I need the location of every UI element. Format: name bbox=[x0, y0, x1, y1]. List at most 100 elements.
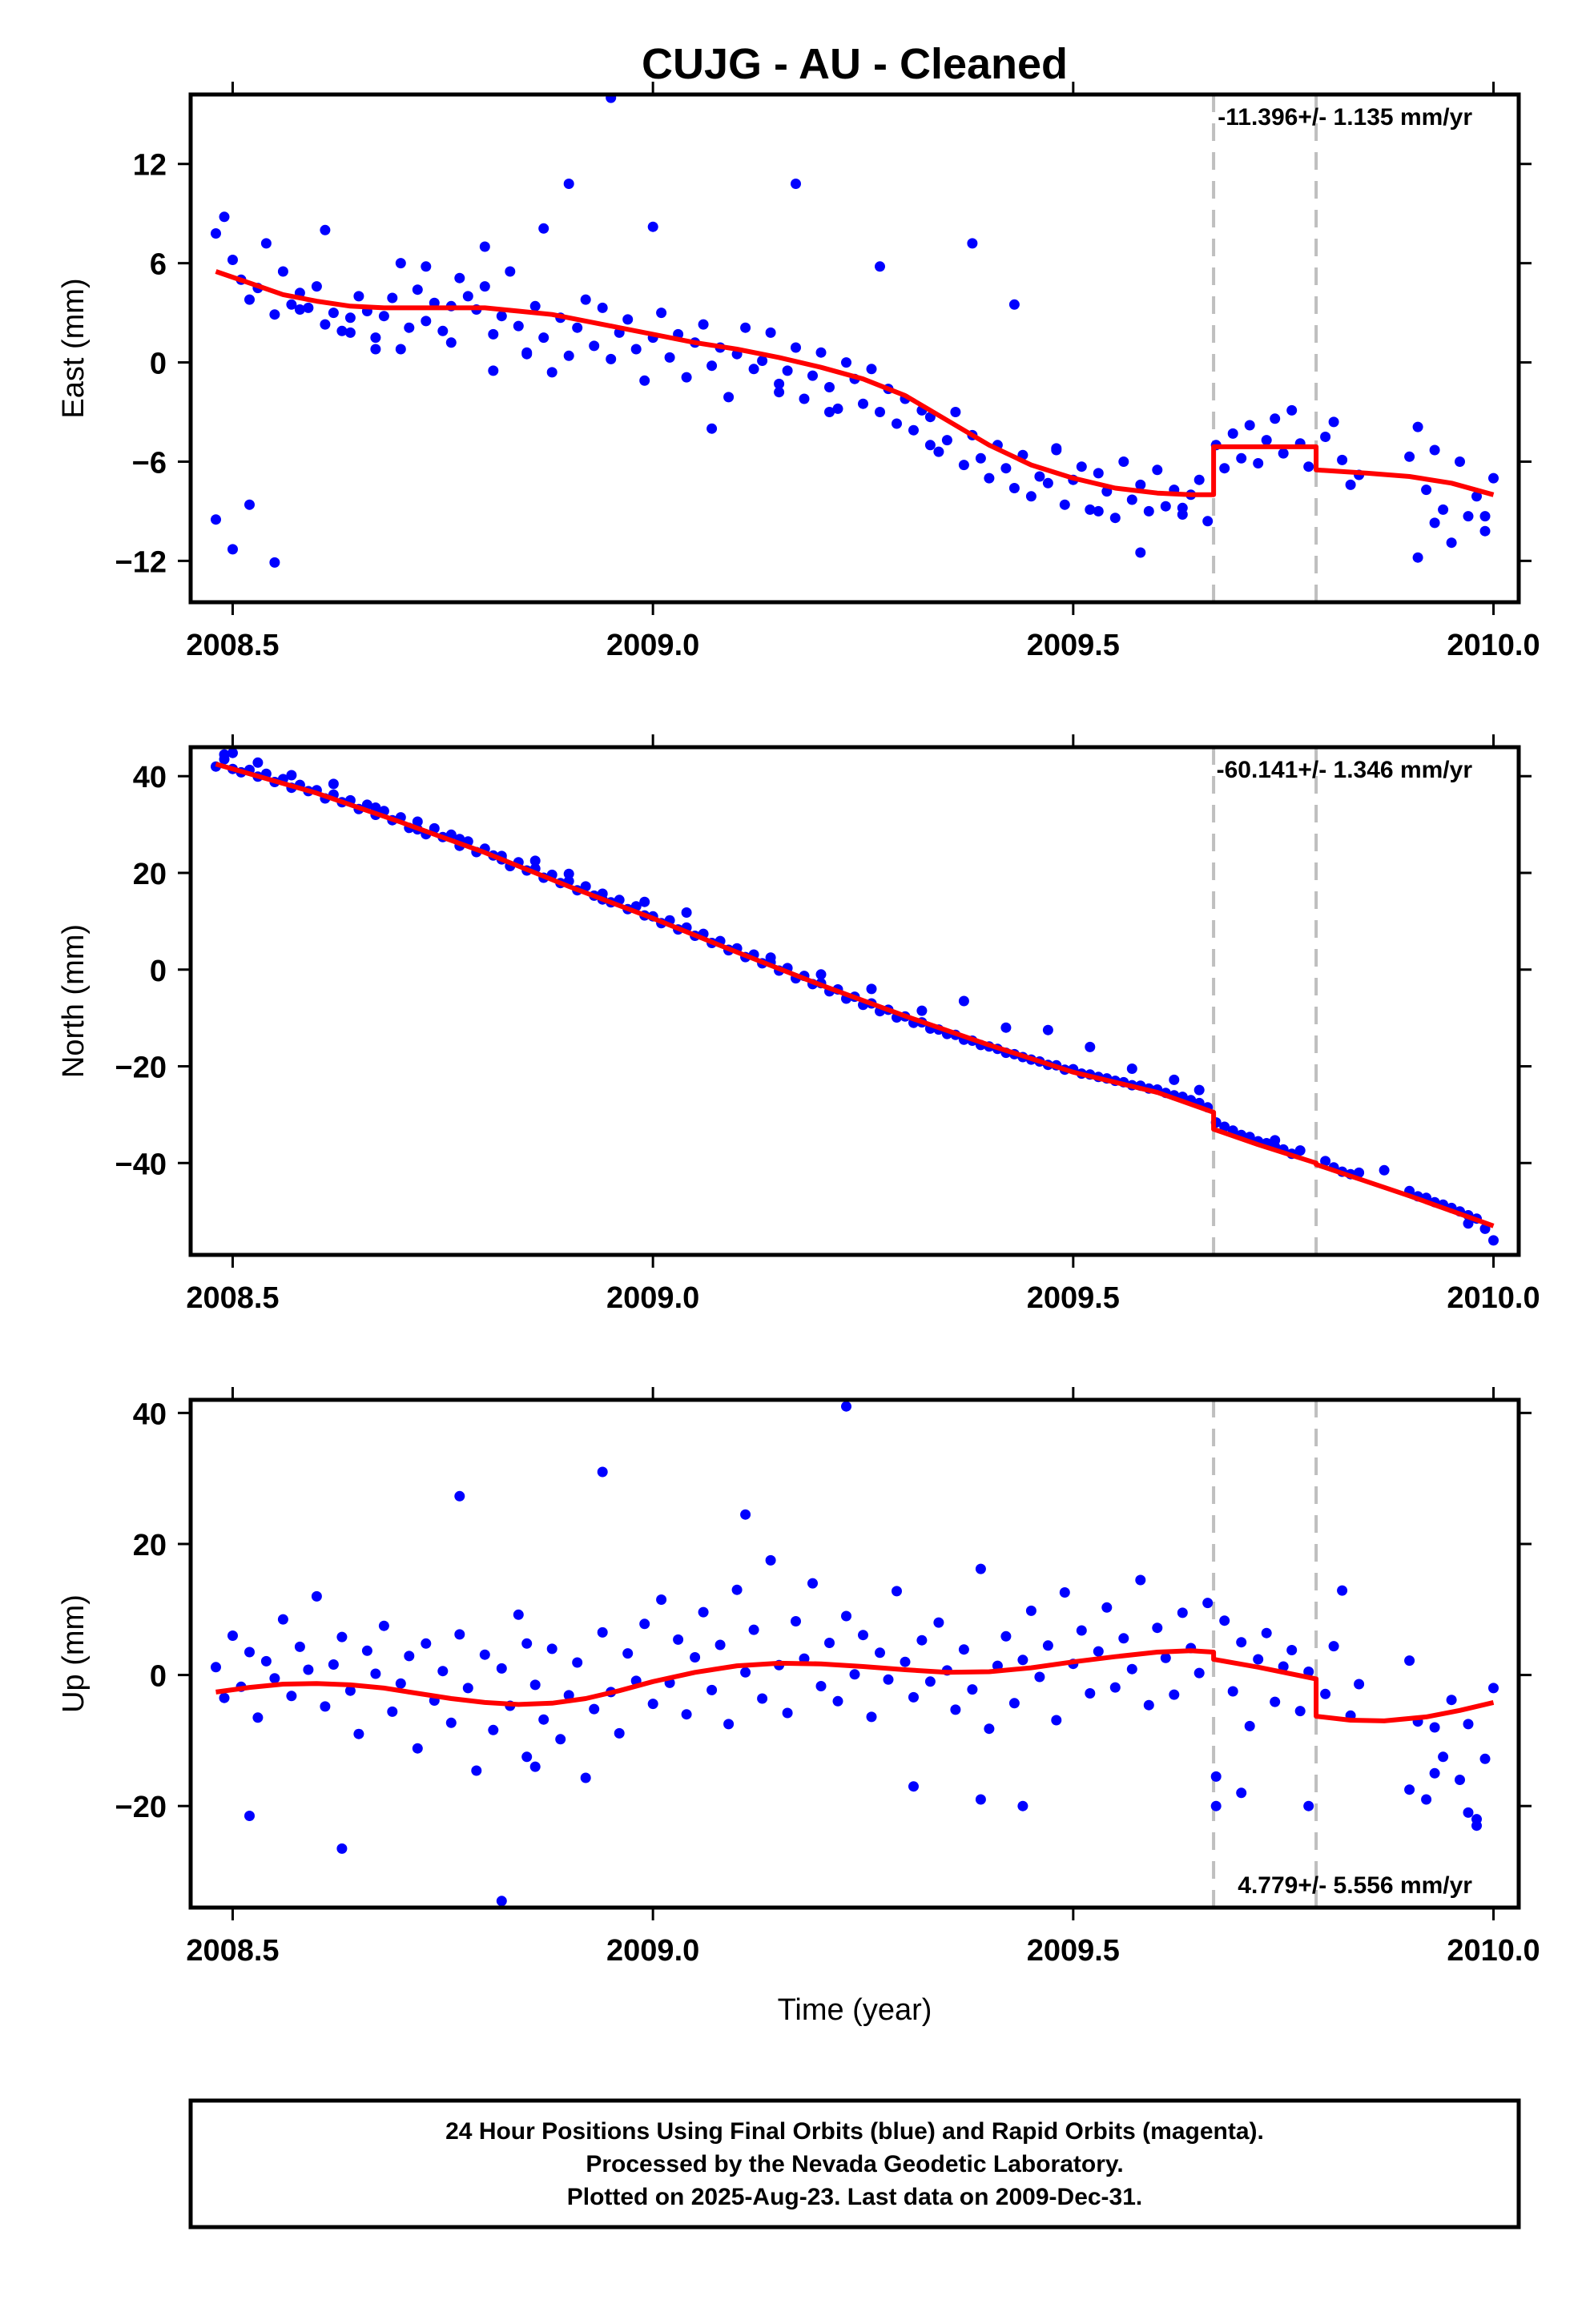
data-point bbox=[1169, 1689, 1180, 1700]
data-point bbox=[521, 1751, 533, 1763]
data-point bbox=[563, 868, 574, 879]
data-point bbox=[219, 211, 230, 223]
data-point bbox=[1412, 552, 1423, 563]
data-point bbox=[1193, 474, 1205, 485]
data-point bbox=[328, 308, 339, 319]
data-point bbox=[975, 452, 986, 464]
data-point bbox=[286, 770, 297, 781]
data-point bbox=[1143, 1699, 1154, 1711]
data-point bbox=[958, 460, 969, 471]
data-point bbox=[723, 1719, 735, 1730]
y-tick-label: −12 bbox=[115, 545, 167, 579]
data-point bbox=[1463, 1719, 1474, 1730]
data-point bbox=[1328, 416, 1339, 428]
model-line bbox=[215, 269, 1495, 497]
data-point bbox=[1059, 499, 1070, 510]
data-point bbox=[1236, 452, 1247, 464]
y-tick-label: −6 bbox=[132, 446, 167, 480]
data-point bbox=[580, 1772, 591, 1783]
plot-frame bbox=[188, 92, 1521, 605]
data-point bbox=[1135, 547, 1146, 558]
data-point bbox=[529, 300, 541, 312]
data-point bbox=[1488, 1683, 1499, 1694]
data-point bbox=[521, 348, 533, 360]
data-point bbox=[824, 382, 835, 392]
data-point bbox=[866, 364, 877, 375]
data-point bbox=[958, 995, 969, 1007]
data-point bbox=[1236, 1637, 1247, 1648]
data-point bbox=[538, 332, 549, 344]
data-point bbox=[1135, 479, 1146, 490]
data-point bbox=[1421, 485, 1432, 496]
data-point bbox=[815, 969, 827, 980]
data-point bbox=[1404, 451, 1415, 462]
data-point bbox=[395, 258, 406, 269]
data-point bbox=[1261, 1627, 1272, 1638]
data-point bbox=[370, 1668, 381, 1679]
data-point bbox=[1000, 463, 1012, 474]
data-point bbox=[765, 327, 776, 338]
data-point bbox=[513, 1609, 524, 1620]
data-point bbox=[924, 1676, 936, 1687]
data-point bbox=[244, 499, 255, 510]
data-point bbox=[269, 309, 280, 320]
y-tick-label: 6 bbox=[150, 248, 167, 282]
data-point bbox=[714, 1639, 726, 1651]
data-point bbox=[1345, 479, 1356, 490]
data-point bbox=[765, 1554, 776, 1566]
data-point bbox=[1303, 1667, 1314, 1677]
data-point bbox=[639, 1618, 650, 1630]
data-point bbox=[975, 1563, 986, 1574]
data-point bbox=[1446, 1695, 1457, 1706]
data-point bbox=[950, 407, 961, 417]
data-point bbox=[1076, 1625, 1087, 1636]
y-tick-label: 0 bbox=[150, 348, 167, 381]
data-point bbox=[1479, 1753, 1491, 1764]
data-point bbox=[933, 1617, 944, 1628]
data-point bbox=[294, 1641, 305, 1652]
data-point bbox=[252, 1712, 264, 1723]
data-point bbox=[1261, 435, 1272, 446]
data-point bbox=[1059, 1587, 1070, 1598]
data-point bbox=[1294, 1706, 1306, 1717]
data-point bbox=[378, 311, 389, 322]
data-point bbox=[1085, 1041, 1096, 1052]
data-point bbox=[916, 1005, 928, 1016]
y-axis-label: East (mm) bbox=[57, 278, 91, 418]
data-point bbox=[1244, 1720, 1255, 1731]
data-point bbox=[311, 1590, 322, 1602]
data-point bbox=[832, 1695, 843, 1707]
data-point bbox=[286, 1691, 297, 1702]
data-point bbox=[538, 1714, 549, 1725]
data-point bbox=[892, 418, 902, 429]
data-point bbox=[462, 291, 473, 302]
data-point bbox=[269, 557, 280, 568]
data-point bbox=[1025, 1605, 1037, 1616]
data-point bbox=[219, 1692, 230, 1703]
data-point bbox=[791, 342, 801, 353]
data-point bbox=[1337, 1585, 1348, 1596]
data-point bbox=[815, 1681, 827, 1691]
data-point bbox=[647, 221, 658, 232]
data-point bbox=[445, 1717, 457, 1728]
data-point bbox=[1244, 420, 1255, 431]
data-point bbox=[875, 407, 885, 417]
data-point bbox=[681, 907, 692, 918]
data-point bbox=[294, 304, 305, 315]
x-tick-label: 2008.5 bbox=[186, 1934, 279, 1968]
data-point bbox=[437, 325, 449, 336]
data-point bbox=[1008, 483, 1020, 493]
data-point bbox=[1177, 1607, 1188, 1618]
data-point bbox=[421, 261, 432, 272]
data-point bbox=[479, 241, 490, 252]
data-point bbox=[277, 266, 288, 277]
data-point bbox=[630, 344, 642, 355]
data-point bbox=[1193, 1667, 1205, 1679]
y-tick-label: 40 bbox=[133, 761, 167, 794]
data-point bbox=[563, 179, 574, 189]
y-axis-label: North (mm) bbox=[57, 924, 91, 1078]
data-point bbox=[731, 1584, 743, 1595]
data-point bbox=[1278, 1661, 1289, 1672]
data-point bbox=[875, 1647, 885, 1659]
data-point bbox=[673, 1634, 684, 1645]
